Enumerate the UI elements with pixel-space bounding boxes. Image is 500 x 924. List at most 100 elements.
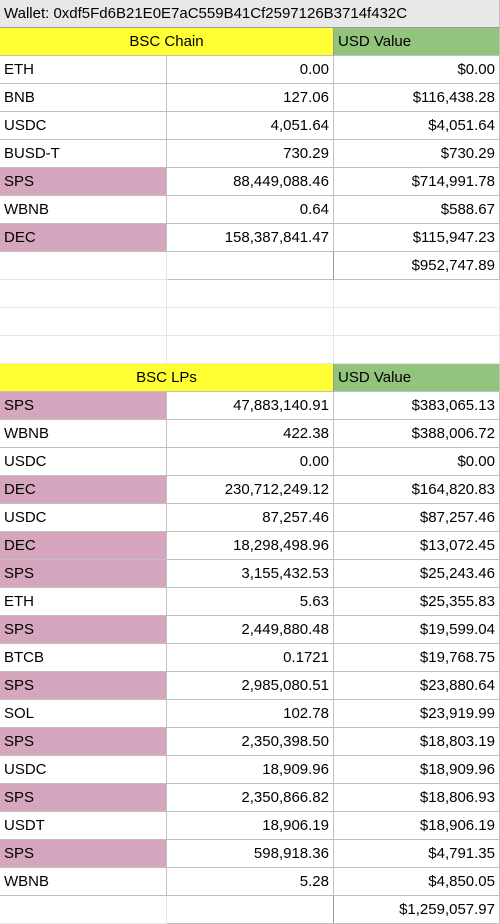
empty-cell[interactable]	[334, 336, 500, 364]
token-cell[interactable]: WBNB	[0, 196, 167, 224]
bsc-chain-total[interactable]: $952,747.89	[334, 252, 500, 280]
usd-value-cell[interactable]: $164,820.83	[334, 476, 500, 504]
amount-cell[interactable]: 0.64	[167, 196, 334, 224]
amount-cell[interactable]: 5.63	[167, 588, 334, 616]
bsc-chain-usd-header[interactable]: USD Value	[334, 28, 500, 56]
empty-cell[interactable]	[334, 280, 500, 308]
empty-cell[interactable]	[167, 252, 334, 280]
usd-value-cell[interactable]: $13,072.45	[334, 532, 500, 560]
token-cell[interactable]: BTCB	[0, 644, 167, 672]
usd-value-cell[interactable]: $4,850.05	[334, 868, 500, 896]
token-cell[interactable]: DEC	[0, 532, 167, 560]
amount-cell[interactable]: 2,350,398.50	[167, 728, 334, 756]
table-row: SPS 2,350,866.82 $18,806.93	[0, 784, 500, 812]
token-cell[interactable]: ETH	[0, 56, 167, 84]
bsc-lps-total[interactable]: $1,259,057.97	[334, 896, 500, 924]
token-cell[interactable]: SPS	[0, 392, 167, 420]
amount-cell[interactable]: 18,909.96	[167, 756, 334, 784]
empty-cell[interactable]	[167, 308, 334, 336]
amount-cell[interactable]: 0.00	[167, 448, 334, 476]
bsc-chain-header[interactable]: BSC Chain	[0, 28, 334, 56]
usd-value-cell[interactable]: $25,355.83	[334, 588, 500, 616]
token-cell[interactable]: SPS	[0, 560, 167, 588]
bsc-lps-header[interactable]: BSC LPs	[0, 364, 334, 392]
usd-value-cell[interactable]: $25,243.46	[334, 560, 500, 588]
usd-value-cell[interactable]: $388,006.72	[334, 420, 500, 448]
token-cell[interactable]: USDC	[0, 448, 167, 476]
empty-cell[interactable]	[0, 336, 167, 364]
amount-cell[interactable]: 18,906.19	[167, 812, 334, 840]
amount-cell[interactable]: 730.29	[167, 140, 334, 168]
amount-cell[interactable]: 0.1721	[167, 644, 334, 672]
usd-value-cell[interactable]: $23,919.99	[334, 700, 500, 728]
token-cell[interactable]: USDT	[0, 812, 167, 840]
table-row: SPS 2,985,080.51 $23,880.64	[0, 672, 500, 700]
token-cell[interactable]: ETH	[0, 588, 167, 616]
empty-cell[interactable]	[0, 896, 167, 924]
token-cell[interactable]: SPS	[0, 840, 167, 868]
usd-value-cell[interactable]: $588.67	[334, 196, 500, 224]
empty-cell[interactable]	[167, 336, 334, 364]
empty-cell[interactable]	[167, 896, 334, 924]
table-row: ETH 0.00 $0.00	[0, 56, 500, 84]
amount-cell[interactable]: 158,387,841.47	[167, 224, 334, 252]
usd-value-cell[interactable]: $4,791.35	[334, 840, 500, 868]
token-cell[interactable]: SPS	[0, 784, 167, 812]
amount-cell[interactable]: 18,298,498.96	[167, 532, 334, 560]
amount-cell[interactable]: 2,449,880.48	[167, 616, 334, 644]
empty-cell[interactable]	[167, 280, 334, 308]
usd-value-cell[interactable]: $4,051.64	[334, 112, 500, 140]
token-cell[interactable]: BNB	[0, 84, 167, 112]
amount-cell[interactable]: 0.00	[167, 56, 334, 84]
empty-cell[interactable]	[0, 252, 167, 280]
token-cell[interactable]: SPS	[0, 168, 167, 196]
wallet-address-cell[interactable]: Wallet: 0xdf5Fd6B21E0E7aC559B41Cf2597126…	[0, 0, 500, 28]
usd-value-cell[interactable]: $18,806.93	[334, 784, 500, 812]
token-cell[interactable]: USDC	[0, 756, 167, 784]
empty-cell[interactable]	[0, 280, 167, 308]
token-cell[interactable]: SOL	[0, 700, 167, 728]
blank-row	[0, 308, 500, 336]
usd-value-cell[interactable]: $0.00	[334, 56, 500, 84]
usd-value-cell[interactable]: $18,909.96	[334, 756, 500, 784]
usd-value-cell[interactable]: $19,768.75	[334, 644, 500, 672]
amount-cell[interactable]: 88,449,088.46	[167, 168, 334, 196]
token-cell[interactable]: WBNB	[0, 868, 167, 896]
usd-value-cell[interactable]: $116,438.28	[334, 84, 500, 112]
token-cell[interactable]: BUSD-T	[0, 140, 167, 168]
amount-cell[interactable]: 47,883,140.91	[167, 392, 334, 420]
amount-cell[interactable]: 230,712,249.12	[167, 476, 334, 504]
amount-cell[interactable]: 422.38	[167, 420, 334, 448]
usd-value-cell[interactable]: $714,991.78	[334, 168, 500, 196]
amount-cell[interactable]: 2,985,080.51	[167, 672, 334, 700]
usd-value-cell[interactable]: $730.29	[334, 140, 500, 168]
usd-value-cell[interactable]: $18,906.19	[334, 812, 500, 840]
usd-value-cell[interactable]: $18,803.19	[334, 728, 500, 756]
usd-value-cell[interactable]: $87,257.46	[334, 504, 500, 532]
token-cell[interactable]: USDC	[0, 504, 167, 532]
usd-value-cell[interactable]: $23,880.64	[334, 672, 500, 700]
usd-value-cell[interactable]: $0.00	[334, 448, 500, 476]
token-cell[interactable]: DEC	[0, 476, 167, 504]
token-cell[interactable]: USDC	[0, 112, 167, 140]
token-cell[interactable]: WBNB	[0, 420, 167, 448]
token-cell[interactable]: DEC	[0, 224, 167, 252]
amount-cell[interactable]: 598,918.36	[167, 840, 334, 868]
usd-value-cell[interactable]: $115,947.23	[334, 224, 500, 252]
amount-cell[interactable]: 127.06	[167, 84, 334, 112]
amount-cell[interactable]: 5.28	[167, 868, 334, 896]
token-cell[interactable]: SPS	[0, 728, 167, 756]
amount-cell[interactable]: 4,051.64	[167, 112, 334, 140]
usd-value-cell[interactable]: $383,065.13	[334, 392, 500, 420]
bsc-lps-usd-header[interactable]: USD Value	[334, 364, 500, 392]
token-cell[interactable]: SPS	[0, 672, 167, 700]
token-cell[interactable]: SPS	[0, 616, 167, 644]
amount-cell[interactable]: 102.78	[167, 700, 334, 728]
empty-cell[interactable]	[334, 308, 500, 336]
amount-cell[interactable]: 87,257.46	[167, 504, 334, 532]
usd-value-cell[interactable]: $19,599.04	[334, 616, 500, 644]
table-row: USDC 4,051.64 $4,051.64	[0, 112, 500, 140]
amount-cell[interactable]: 2,350,866.82	[167, 784, 334, 812]
amount-cell[interactable]: 3,155,432.53	[167, 560, 334, 588]
empty-cell[interactable]	[0, 308, 167, 336]
